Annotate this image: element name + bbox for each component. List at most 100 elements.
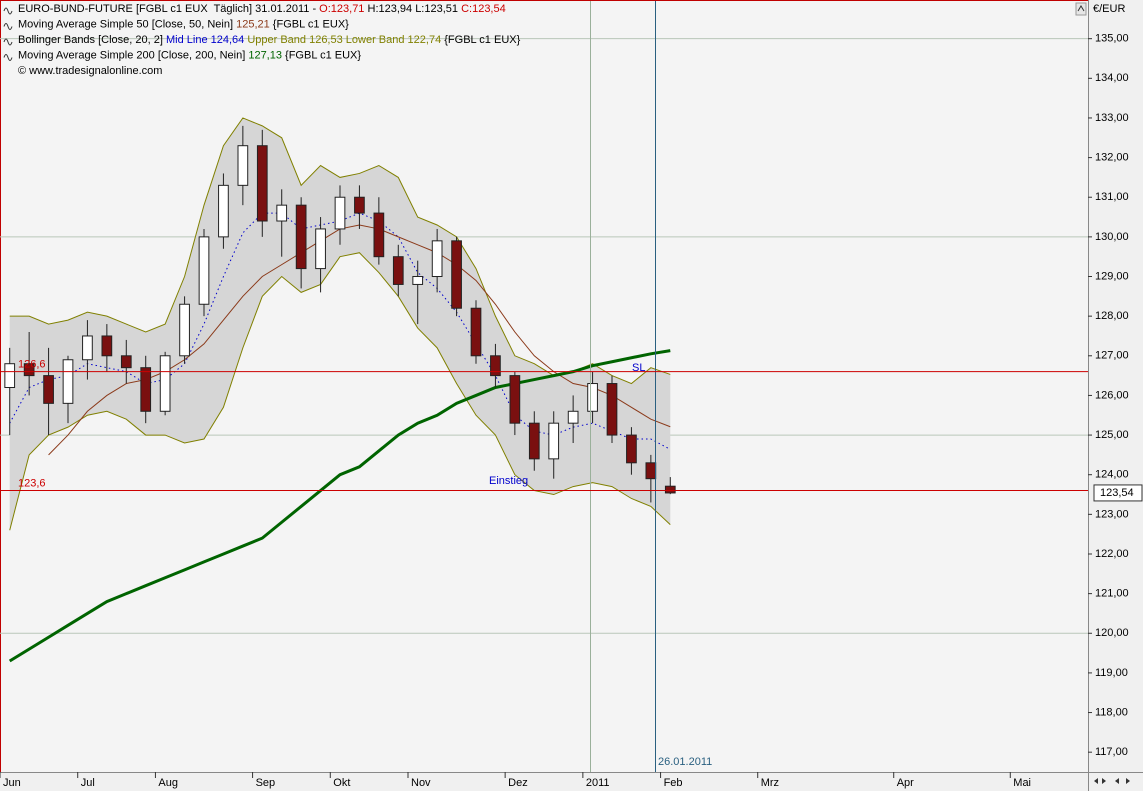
candle-body xyxy=(198,236,210,305)
x-tick-label: 2011 xyxy=(586,777,610,789)
candle-body xyxy=(218,184,229,238)
candle-body xyxy=(509,375,521,424)
y-tick-label: 130,00 xyxy=(1095,231,1129,243)
candle-body xyxy=(528,422,540,460)
candle-body xyxy=(470,307,482,357)
indicator-icon xyxy=(3,7,13,15)
y-tick-label: 128,00 xyxy=(1095,310,1129,322)
scroll-arrow xyxy=(1077,5,1085,12)
header-segment: {FGBL c1 EUX} xyxy=(441,34,520,46)
y-tick-label: 122,00 xyxy=(1095,548,1129,560)
candle-body xyxy=(431,240,443,278)
candle-body xyxy=(412,276,424,285)
x-tick-label: Jun xyxy=(3,777,21,789)
candle-body xyxy=(101,335,113,357)
zoom-buttons[interactable] xyxy=(1094,778,1130,784)
y-tick-label: 118,00 xyxy=(1095,706,1128,718)
indicator-icon xyxy=(3,38,13,46)
axis-unit: €/EUR xyxy=(1093,3,1125,15)
candle-body xyxy=(295,204,307,270)
candle-body xyxy=(179,303,190,357)
x-tick-label: Sep xyxy=(256,777,276,789)
y-tick-label: 135,00 xyxy=(1095,33,1129,45)
x-tick-label: Okt xyxy=(333,777,350,789)
header-line: Bollinger Bands [Close, 20, 2] Mid Line … xyxy=(18,34,521,46)
candle-body xyxy=(392,256,404,285)
header-segment: 125,21 xyxy=(236,18,270,30)
x-tick-label: Aug xyxy=(158,777,178,789)
x-tick-label: Mrz xyxy=(761,777,779,789)
candle-body xyxy=(548,422,560,460)
candle-body xyxy=(451,240,462,309)
candle-body xyxy=(315,228,326,270)
header-line: © www.tradesignalonline.com xyxy=(18,65,162,77)
y-tick-label: 131,00 xyxy=(1095,191,1129,203)
candle-body xyxy=(43,375,54,404)
header-segment: 127,13 xyxy=(248,49,282,61)
candle-body xyxy=(120,355,132,369)
candle-body xyxy=(4,363,16,388)
header-segment: Moving Average Simple 50 [Close, 50, Nei… xyxy=(18,18,236,30)
y-tick-label: 119,00 xyxy=(1095,667,1128,679)
header-segment: H:123,94 L:123,51 xyxy=(364,3,461,15)
candle-body xyxy=(237,145,249,186)
x-tick-label: Apr xyxy=(897,777,914,789)
y-tick-label: 121,00 xyxy=(1095,588,1129,600)
candle-body xyxy=(606,383,618,436)
candle-body xyxy=(354,196,365,214)
y-tick-label: 125,00 xyxy=(1095,429,1129,441)
candle-body xyxy=(626,434,637,464)
header-line: Moving Average Simple 50 [Close, 50, Nei… xyxy=(18,18,349,30)
candle-body xyxy=(490,355,501,377)
y-tick-label: 134,00 xyxy=(1095,72,1129,84)
x-tick-label: Dez xyxy=(508,777,528,789)
candle-body xyxy=(62,359,74,404)
last-price-label: 123,54 xyxy=(1100,487,1134,499)
indicator-icon xyxy=(3,23,13,30)
y-tick-label: 129,00 xyxy=(1095,270,1129,282)
last-price-box xyxy=(1093,484,1143,502)
header-segment: C:123,54 xyxy=(461,3,506,15)
candle-body xyxy=(645,462,657,480)
candle-body xyxy=(159,355,171,412)
level-label: 126,6 xyxy=(18,359,46,371)
x-tick-label: Feb xyxy=(664,777,683,789)
scroll-button[interactable] xyxy=(1075,2,1087,16)
indicator-line xyxy=(8,349,671,663)
candle-body xyxy=(334,196,346,230)
header-line: EURO-BUND-FUTURE [FGBL c1 EUX Täglich] 3… xyxy=(18,3,506,15)
x-tick-label: Mai xyxy=(1013,777,1031,789)
candle-body xyxy=(140,367,152,412)
y-tick-label: 127,00 xyxy=(1095,350,1129,362)
y-tick-label: 120,00 xyxy=(1095,627,1129,639)
x-tick-label: Jul xyxy=(81,777,95,789)
candle-body xyxy=(567,410,579,424)
header-segment: © www.tradesignalonline.com xyxy=(18,65,162,77)
annotation: SL xyxy=(632,362,645,374)
header-segment: {FGBL c1 EUX} xyxy=(282,49,361,61)
y-tick-label: 133,00 xyxy=(1095,112,1129,124)
header-segment: {FGBL c1 EUX} xyxy=(270,18,349,30)
candle-body xyxy=(373,212,385,258)
x-tick-label: Nov xyxy=(411,777,431,789)
header-segment: Bollinger Bands [Close, 20, 2] xyxy=(18,34,166,46)
header-segment: Mid Line 124,64 xyxy=(166,34,244,46)
level-label: 123,6 xyxy=(18,477,46,489)
y-tick-label: 126,00 xyxy=(1095,389,1129,401)
indicator-icon xyxy=(3,54,13,61)
header-segment: Upper Band 126,53 Lower Band 122,74 xyxy=(244,34,441,46)
candle-body xyxy=(23,363,35,377)
candle-body xyxy=(664,485,676,494)
candle-body xyxy=(587,383,598,412)
y-tick-label: 123,00 xyxy=(1095,508,1129,520)
header-line: Moving Average Simple 200 [Close, 200, N… xyxy=(18,49,361,61)
bollinger-area xyxy=(9,117,671,531)
y-tick-label: 124,00 xyxy=(1095,469,1129,481)
header-segment: O:123,71 xyxy=(319,3,364,15)
annotation: Einstieg xyxy=(489,475,528,487)
indicator-line xyxy=(9,252,671,531)
candle-body xyxy=(276,204,288,222)
header-segment: EURO-BUND-FUTURE [FGBL c1 EUX Täglich] 3… xyxy=(18,3,319,15)
candle-body xyxy=(256,145,268,222)
